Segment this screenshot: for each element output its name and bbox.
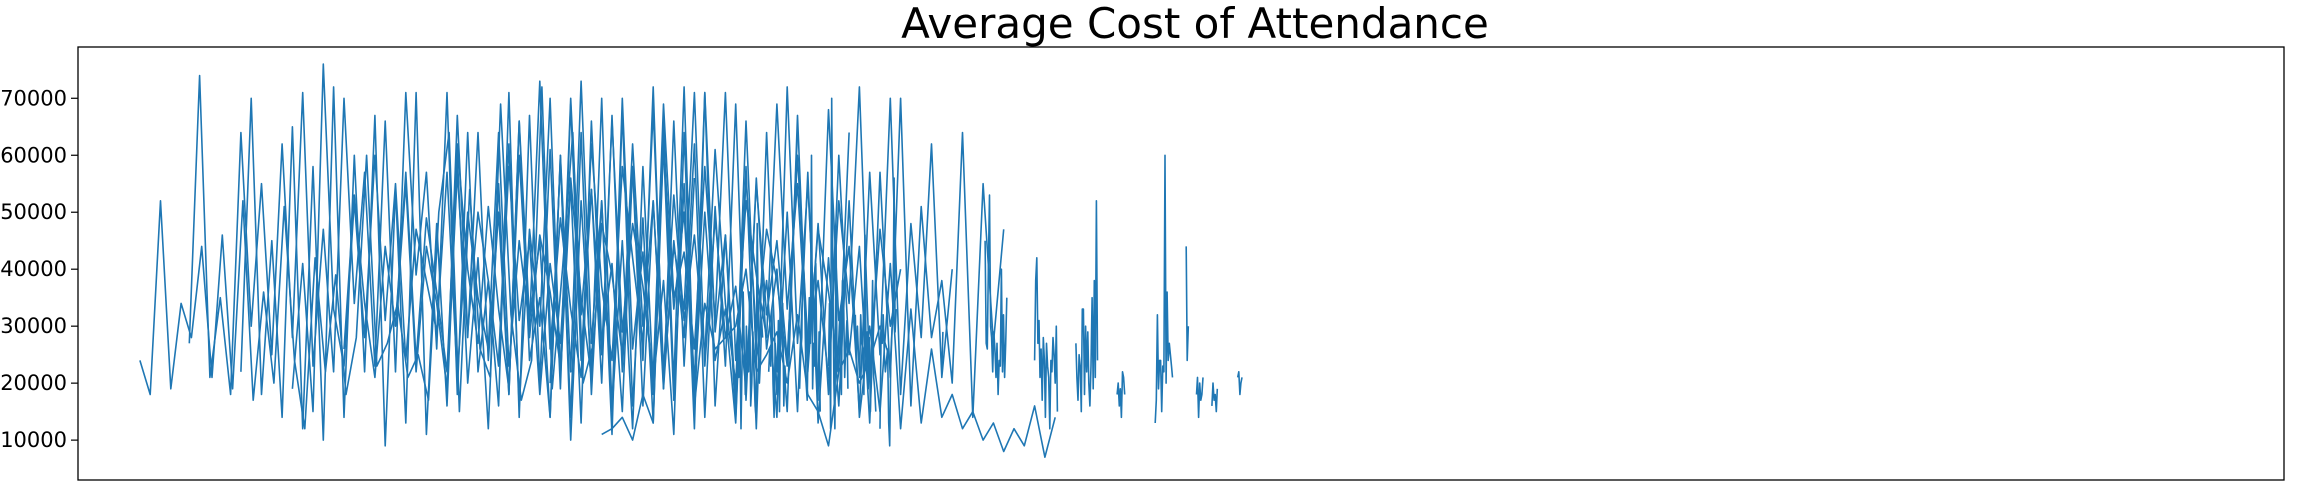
- series-line-segment: [1185, 246, 1190, 362]
- series-line-segment: [1195, 376, 1204, 419]
- series-line-segment: [1033, 256, 1059, 430]
- series-line-segment: [736, 222, 764, 430]
- y-tick-label: 30000: [0, 314, 67, 338]
- series-line-segment: [240, 86, 747, 447]
- series-line-segment: [941, 331, 944, 372]
- y-tick-label: 20000: [0, 371, 67, 395]
- series-line-segment: [1211, 382, 1219, 413]
- y-tick-label: 50000: [0, 200, 67, 224]
- series-line-segment: [767, 302, 787, 419]
- y-tick-label: 40000: [0, 257, 67, 281]
- series-layer: [139, 63, 1243, 459]
- y-tick-label: 10000: [0, 428, 67, 452]
- chart-title: Average Cost of Attendance: [901, 0, 1489, 48]
- series-line-segment: [1075, 200, 1099, 413]
- y-axis: 10000 20000 30000 40000 50000 60000 70000: [0, 86, 78, 452]
- series-line-segment: [879, 177, 897, 447]
- y-tick-label: 60000: [0, 143, 67, 167]
- series-line-segment: [984, 194, 1008, 396]
- plot-area-frame: [77, 46, 2285, 481]
- series-line-segment: [1236, 370, 1243, 396]
- series-line-segment: [854, 234, 877, 413]
- y-tick-label: 70000: [0, 86, 67, 110]
- series-line-segment: [827, 97, 849, 430]
- series-line-segment: [798, 154, 821, 412]
- series-line-segment: [1154, 154, 1174, 424]
- series-line-segment: [1116, 370, 1126, 419]
